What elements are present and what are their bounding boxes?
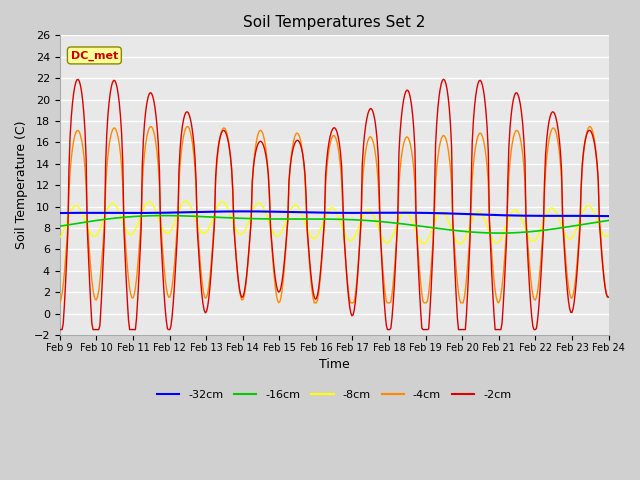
X-axis label: Time: Time	[319, 358, 349, 371]
Title: Soil Temperatures Set 2: Soil Temperatures Set 2	[243, 15, 426, 30]
Legend: -32cm, -16cm, -8cm, -4cm, -2cm: -32cm, -16cm, -8cm, -4cm, -2cm	[152, 385, 516, 404]
Y-axis label: Soil Temperature (C): Soil Temperature (C)	[15, 121, 28, 250]
Text: DC_met: DC_met	[71, 50, 118, 60]
